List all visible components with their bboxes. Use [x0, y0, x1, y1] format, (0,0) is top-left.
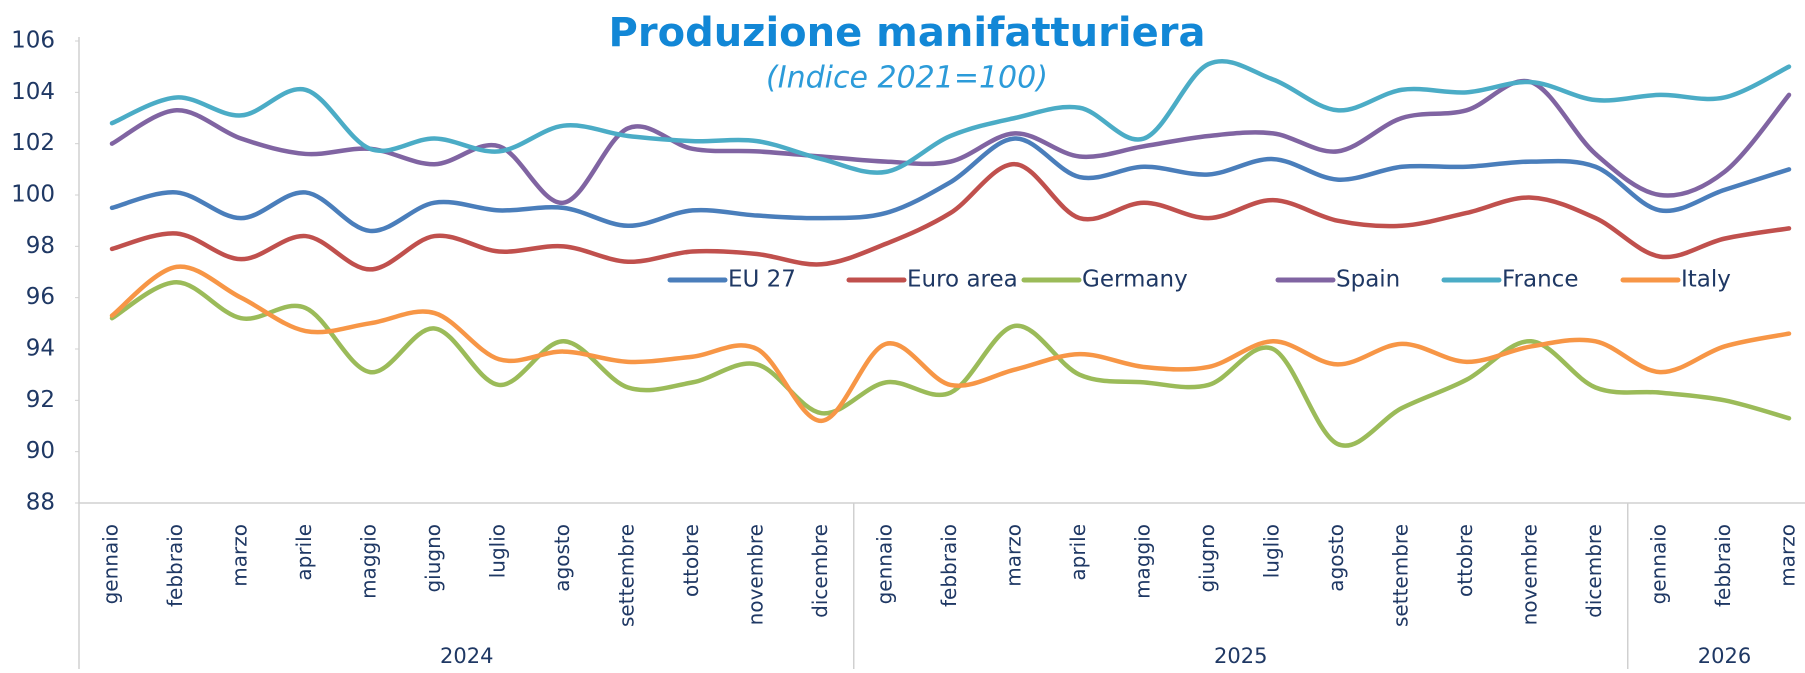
x-tick-label: agosto [550, 524, 574, 592]
x-tick-label: luglio [486, 524, 510, 578]
x-tick-label: marzo [1776, 524, 1800, 587]
chart-subtitle: (Indice 2021=100) [766, 61, 1048, 96]
x-tick-label: giugno [1195, 524, 1219, 593]
x-tick-label: novembre [1518, 524, 1542, 625]
x-tick-label: luglio [1260, 524, 1284, 578]
y-tick-label: 92 [26, 387, 55, 413]
legend-label: Germany [1082, 267, 1188, 293]
x-tick-label: gennaio [99, 524, 123, 604]
x-tick-label: febbraio [1711, 524, 1735, 607]
x-tick-label: ottobre [1453, 524, 1477, 597]
series-line [109, 264, 1792, 424]
series-line [109, 58, 1792, 175]
x-tick-label: settembre [1389, 524, 1413, 627]
legend-label: France [1502, 267, 1578, 293]
legend-label: EU 27 [728, 267, 796, 293]
chart-title: Produzione manifatturiera [609, 10, 1206, 56]
x-tick-label: dicembre [1582, 524, 1606, 618]
y-tick-label: 100 [11, 182, 55, 208]
x-tick-label: agosto [1324, 524, 1348, 592]
legend-label: Italy [1681, 267, 1731, 293]
x-tick-label: gennaio [873, 524, 897, 604]
series-line [109, 280, 1792, 448]
x-group-label: 2024 [440, 644, 493, 668]
series-line [109, 161, 1792, 272]
y-tick-label: 90 [26, 438, 55, 464]
x-tick-label: novembre [744, 524, 768, 625]
x-tick-label: maggio [357, 524, 381, 599]
legend-label: Euro area [907, 267, 1018, 293]
y-tick-label: 94 [26, 336, 55, 362]
y-tick-label: 106 [11, 28, 55, 54]
x-tick-label: marzo [228, 524, 252, 587]
y-tick-label: 98 [26, 233, 55, 259]
x-tick-label: ottobre [679, 524, 703, 597]
x-tick-label: giugno [421, 524, 445, 593]
x-tick-label: febbraio [163, 524, 187, 607]
x-group-label: 2026 [1698, 644, 1751, 668]
x-tick-label: febbraio [937, 524, 961, 607]
y-tick-label: 104 [11, 79, 55, 105]
x-tick-label: settembre [615, 524, 639, 627]
x-tick-label: aprile [1066, 524, 1090, 581]
y-tick-label: 102 [11, 130, 55, 156]
series-line [109, 136, 1792, 234]
y-tick-label: 96 [26, 284, 55, 310]
x-tick-label: maggio [1131, 524, 1155, 599]
x-tick-label: dicembre [808, 524, 832, 618]
x-tick-label: aprile [292, 524, 316, 581]
y-tick-label: 88 [26, 490, 55, 516]
x-tick-label: marzo [1002, 524, 1026, 587]
x-group-label: 2025 [1214, 644, 1267, 668]
x-tick-label: gennaio [1647, 524, 1671, 604]
legend-label: Spain [1336, 267, 1400, 293]
